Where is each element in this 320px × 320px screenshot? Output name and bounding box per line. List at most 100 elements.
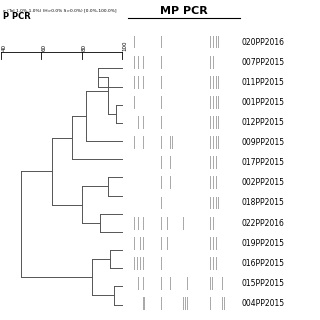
Bar (161, 76, 162, 89)
Text: 017PP2015: 017PP2015 (242, 158, 284, 167)
Bar (143, 237, 144, 250)
Bar (213, 36, 214, 49)
Bar (164, 217, 165, 229)
Bar (143, 217, 144, 229)
Text: P PCR: P PCR (3, 12, 31, 21)
Bar (183, 217, 184, 229)
Bar (134, 36, 135, 49)
Bar (213, 237, 214, 250)
Bar (170, 277, 171, 290)
Bar (216, 116, 217, 129)
Bar (134, 217, 135, 229)
Text: 016PP2015: 016PP2015 (242, 259, 284, 268)
Bar (170, 156, 171, 169)
Bar (161, 297, 162, 310)
Bar (216, 96, 217, 109)
Bar (143, 136, 144, 149)
Bar (161, 96, 162, 109)
Bar (143, 297, 145, 310)
Bar (218, 116, 219, 129)
Text: 020PP2016: 020PP2016 (242, 37, 284, 46)
Bar (170, 136, 171, 149)
Bar (140, 257, 141, 270)
Text: 40: 40 (1, 44, 6, 51)
Bar (213, 257, 214, 270)
Bar (212, 277, 213, 290)
Bar (213, 176, 214, 189)
Bar (218, 36, 219, 49)
Bar (210, 297, 211, 310)
Bar (216, 237, 217, 250)
Bar (216, 176, 217, 189)
Bar (210, 156, 211, 169)
Text: 60: 60 (42, 44, 46, 51)
Bar (210, 116, 211, 129)
Bar (222, 297, 223, 310)
Text: 022PP2016: 022PP2016 (242, 219, 284, 228)
Bar (137, 257, 138, 270)
Bar (218, 76, 219, 89)
Bar (134, 257, 135, 270)
Bar (185, 36, 186, 49)
Text: 018PP2015: 018PP2015 (242, 198, 284, 207)
Bar (210, 36, 211, 49)
Bar (143, 56, 144, 68)
Bar (220, 196, 221, 209)
Bar (164, 136, 165, 149)
Bar (216, 136, 217, 149)
Text: 004PP2015: 004PP2015 (242, 299, 285, 308)
Bar (224, 297, 225, 310)
Bar (161, 36, 162, 49)
Bar (210, 176, 211, 189)
Text: 100: 100 (122, 41, 127, 51)
Bar (213, 96, 214, 109)
Bar (213, 56, 214, 68)
Bar (187, 277, 188, 290)
Bar (164, 96, 165, 109)
Bar (161, 257, 162, 270)
Bar (161, 217, 162, 229)
Bar (143, 76, 144, 89)
Bar (210, 96, 211, 109)
Text: 001PP2015: 001PP2015 (242, 98, 284, 107)
Bar (170, 176, 171, 189)
Bar (140, 237, 141, 250)
Bar (210, 196, 211, 209)
Bar (164, 156, 165, 169)
Bar (134, 136, 135, 149)
Text: 019PP2015: 019PP2015 (242, 239, 284, 248)
Text: 012PP2015: 012PP2015 (242, 118, 284, 127)
Bar (220, 36, 221, 49)
Text: 002PP2015: 002PP2015 (242, 178, 284, 187)
Bar (172, 136, 173, 149)
Bar (210, 257, 211, 270)
Bar (210, 217, 211, 229)
Bar (213, 156, 214, 169)
Bar (210, 136, 211, 149)
Bar (210, 76, 211, 89)
Bar (213, 196, 214, 209)
Bar (164, 257, 165, 270)
Bar (216, 156, 217, 169)
Bar (164, 277, 165, 290)
Bar (161, 196, 162, 209)
Bar (213, 136, 214, 149)
Bar (167, 217, 168, 229)
Bar (185, 277, 186, 290)
Text: 009PP2015: 009PP2015 (242, 138, 285, 147)
Text: 015PP2015: 015PP2015 (242, 279, 284, 288)
Bar (187, 297, 188, 310)
Text: MP PCR: MP PCR (160, 6, 208, 16)
Bar (218, 96, 219, 109)
Bar (164, 176, 165, 189)
Bar (161, 237, 162, 250)
Bar (213, 76, 214, 89)
Bar (134, 237, 135, 250)
Bar (161, 136, 162, 149)
Bar (216, 36, 217, 49)
Bar (222, 277, 223, 290)
Bar (210, 56, 211, 68)
Bar (161, 176, 162, 189)
Bar (164, 237, 165, 250)
Bar (164, 116, 165, 129)
